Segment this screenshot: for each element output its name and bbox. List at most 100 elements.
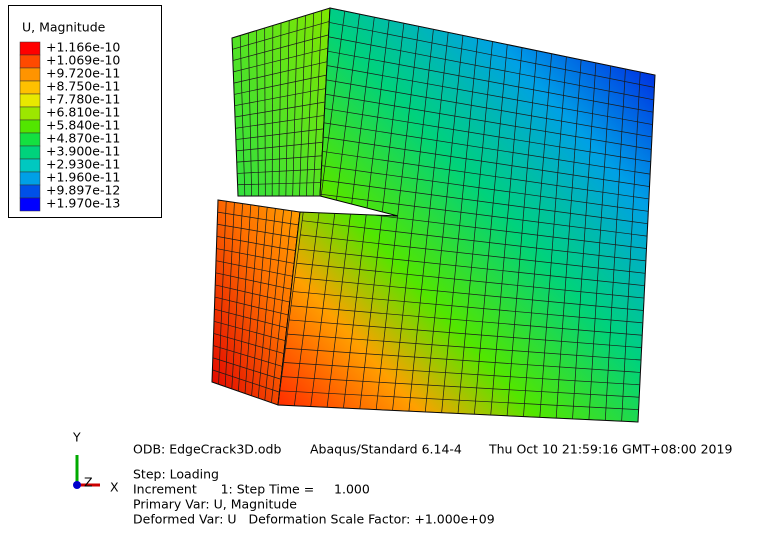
- mesh-line: [235, 128, 324, 140]
- mesh-line: [215, 260, 293, 277]
- mesh-line: [235, 115, 325, 129]
- mesh-line: [329, 8, 655, 76]
- mesh-line: [315, 121, 651, 175]
- mesh-line: [326, 36, 654, 101]
- legend-label: +8.750e-11: [46, 79, 120, 94]
- mesh-line: [320, 78, 653, 138]
- deformed-var: Deformed Var: U Deformation Scale Factor…: [133, 512, 495, 527]
- mesh-line: [216, 236, 296, 251]
- mesh-line: [231, 203, 243, 389]
- mesh-line: [300, 234, 646, 274]
- mesh-line: [324, 50, 654, 113]
- legend-label: +9.720e-11: [46, 66, 120, 81]
- mesh-line: [233, 61, 328, 84]
- mesh-line: [237, 168, 322, 174]
- mesh-line: [283, 362, 640, 386]
- mesh-line: [214, 296, 289, 316]
- legend-label: +7.780e-11: [46, 92, 120, 107]
- mesh-line: [224, 202, 235, 387]
- primary-var: Primary Var: U, Magnitude: [133, 497, 297, 512]
- mesh-line: [292, 291, 643, 324]
- mesh-line: [264, 209, 284, 401]
- mesh-line: [233, 47, 328, 73]
- legend-swatch: [19, 158, 41, 173]
- mesh-line: [215, 272, 292, 290]
- mesh-line: [216, 248, 295, 264]
- mesh-line: [238, 204, 252, 392]
- mesh-line: [285, 347, 641, 373]
- axis-x-label: X: [110, 480, 119, 495]
- mesh-line: [298, 248, 645, 287]
- mesh-line: [232, 34, 329, 61]
- solver: Abaqus/Standard 6.14-4: [310, 442, 462, 457]
- legend-swatch: [19, 119, 41, 134]
- legend-label: +9.897e-12: [46, 183, 120, 198]
- mesh-line: [322, 64, 653, 125]
- legend-swatch: [19, 41, 41, 56]
- mesh-line: [316, 106, 651, 163]
- legend: +1.166e-10+1.069e-10+9.720e-11+8.750e-11…: [19, 40, 120, 212]
- mesh-line: [213, 320, 286, 342]
- mesh-line: [214, 308, 287, 329]
- mesh-line: [257, 208, 276, 399]
- mesh-line: [237, 182, 321, 186]
- mesh-line: [309, 163, 649, 212]
- mesh-line: [236, 141, 323, 152]
- mesh-line: [296, 262, 645, 299]
- mesh-line: [218, 201, 227, 385]
- mesh-line: [251, 207, 268, 396]
- mesh-line: [294, 277, 644, 311]
- legend-label: +1.970e-13: [46, 196, 120, 211]
- mesh-line: [305, 191, 648, 237]
- mesh-line: [215, 284, 290, 303]
- mesh-line: [232, 21, 330, 50]
- mesh-line: [313, 135, 650, 187]
- step: Step: Loading: [133, 467, 219, 482]
- legend-swatch: [19, 132, 41, 147]
- legend-label: +1.069e-10: [46, 53, 120, 68]
- legend-label: +3.900e-11: [46, 144, 120, 159]
- mesh-line: [234, 74, 327, 95]
- mesh-line: [307, 177, 648, 225]
- mesh-line: [236, 155, 323, 163]
- mesh-line: [212, 369, 280, 393]
- legend-swatch: [19, 80, 41, 95]
- legend-swatch: [19, 93, 41, 108]
- legend-label: +6.810e-11: [46, 105, 120, 120]
- legend-label: +2.930e-11: [46, 157, 120, 172]
- mesh-line: [212, 357, 282, 380]
- legend-swatch: [19, 106, 41, 121]
- legend-label: +4.870e-11: [46, 131, 120, 146]
- mesh-line: [311, 149, 649, 200]
- mesh-line: [244, 205, 260, 394]
- legend-swatch: [19, 171, 41, 186]
- mesh: [211, 7, 656, 423]
- mesh-line: [217, 223, 298, 239]
- mesh-line: [290, 305, 643, 336]
- date: Thu Oct 10 21:59:16 GMT+08:00 2019: [488, 442, 732, 457]
- legend-swatch: [19, 184, 41, 199]
- mesh-line: [302, 220, 646, 262]
- legend-swatch: [19, 145, 41, 160]
- mesh-line: [213, 333, 284, 354]
- mesh-line: [318, 92, 652, 150]
- increment: Increment 1: Step Time = 1.000: [133, 482, 370, 497]
- axis-y-label: Y: [72, 430, 81, 445]
- mesh-line: [328, 21, 655, 88]
- odb-name: ODB: EdgeCrack3D.odb: [133, 442, 281, 457]
- legend-label: +1.960e-11: [46, 170, 120, 185]
- mesh-line: [234, 88, 326, 107]
- triad: Y Z X: [72, 430, 119, 495]
- legend-swatch: [19, 54, 41, 69]
- legend-label: +5.840e-11: [46, 118, 120, 133]
- mesh-line: [289, 319, 642, 348]
- mesh-line: [213, 345, 283, 367]
- mesh-line: [281, 376, 640, 398]
- axis-z-label: Z: [84, 475, 93, 490]
- legend-swatch: [19, 197, 41, 212]
- mesh-line: [234, 101, 326, 118]
- mesh-line: [279, 390, 639, 410]
- mesh-line: [287, 333, 642, 361]
- mesh-line: [217, 211, 299, 226]
